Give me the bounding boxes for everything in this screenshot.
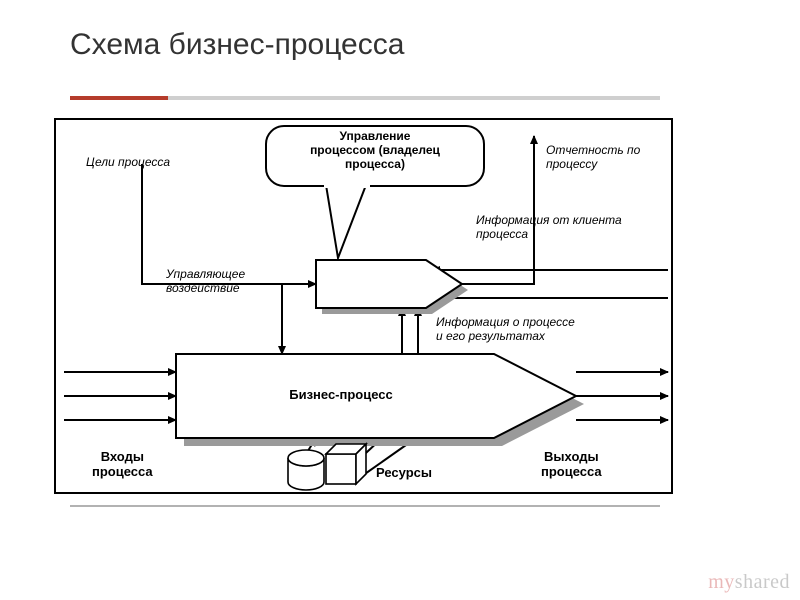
reporting-l1: Отчетность по — [546, 143, 640, 157]
control-l2: воздействие — [166, 281, 240, 295]
client-l1: Информация от клиента — [476, 213, 622, 227]
bubble-label: Управление процессом (владелец процесса) — [276, 130, 474, 171]
inputs-l2: процесса — [92, 464, 153, 479]
pinfo-l1: Информация о процессе — [436, 315, 575, 329]
main-process-label: Бизнес-процесс — [216, 388, 466, 403]
reporting-l2: процессу — [546, 157, 597, 171]
inputs-l1: Входы — [101, 449, 144, 464]
accent-primary — [70, 96, 168, 100]
watermark: myshared — [708, 571, 790, 594]
slide: Схема бизнес-процесса Цели процесса Упра… — [0, 0, 800, 600]
bubble-l2: процессом (владелец — [310, 143, 440, 157]
outputs-label: Выходы процесса — [541, 450, 602, 480]
control-label: Управляющее воздействие — [166, 268, 245, 296]
goals-label: Цели процесса — [86, 156, 170, 170]
outputs-l1: Выходы — [544, 449, 599, 464]
bubble-l3: процесса) — [345, 157, 405, 171]
inputs-label: Входы процесса — [92, 450, 153, 480]
client-info-label: Информация от клиента процесса — [476, 214, 622, 242]
bubble-l1: Управление — [340, 129, 411, 143]
watermark-my: my — [708, 571, 735, 593]
shapes — [176, 126, 584, 490]
reporting-label: Отчетность по процессу — [546, 144, 640, 172]
outputs-l2: процесса — [541, 464, 602, 479]
bottom-line — [70, 505, 660, 507]
process-info-label: Информация о процессе и его результатах — [436, 316, 575, 344]
slide-title: Схема бизнес-процесса — [70, 28, 404, 62]
resources-label: Ресурсы — [376, 466, 432, 481]
watermark-shared: shared — [735, 571, 790, 593]
accent-secondary — [168, 96, 660, 100]
diagram-frame: Цели процесса Управление процессом (влад… — [54, 118, 673, 494]
control-l1: Управляющее — [166, 267, 245, 281]
client-l2: процесса — [476, 227, 528, 241]
diagram-svg — [56, 120, 671, 492]
pinfo-l2: и его результатах — [436, 329, 545, 343]
accent-bar — [70, 96, 660, 100]
